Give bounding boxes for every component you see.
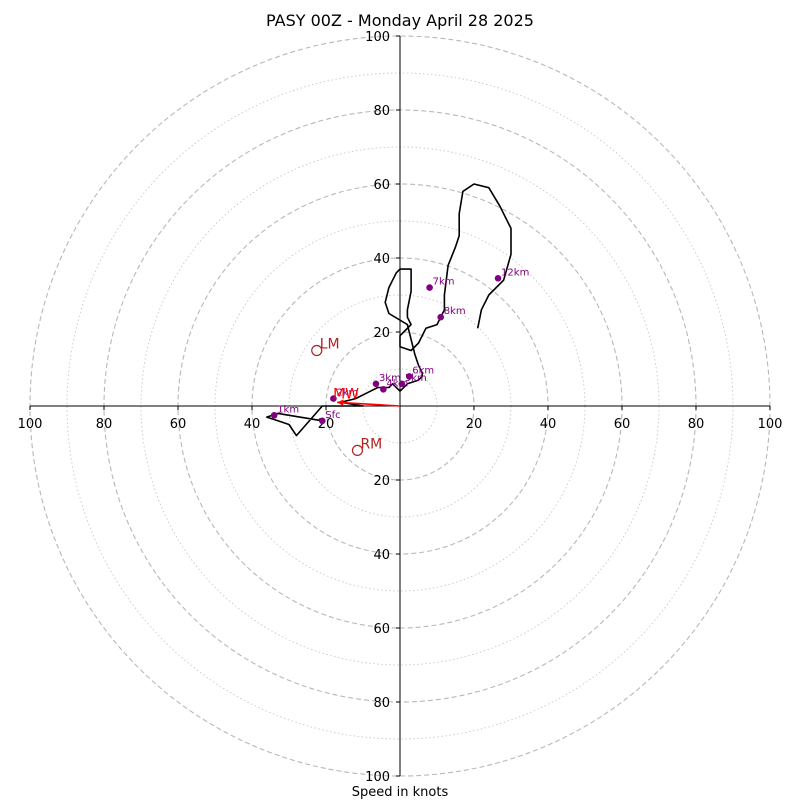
y-tick-label: 80	[373, 696, 390, 711]
x-tick-label: 20	[466, 417, 483, 432]
height-marker-label: Sfc	[325, 410, 340, 421]
tick-labels: 1001008080606040402020202040406060808010…	[18, 30, 783, 785]
storm-motion-marker	[351, 444, 364, 456]
x-tick-label: 80	[688, 417, 705, 432]
y-tick-label: 40	[373, 548, 390, 563]
height-marker-label: 12km	[501, 267, 529, 278]
height-marker-label: 5km	[405, 373, 427, 384]
x-tick-label: 60	[170, 417, 187, 432]
height-marker-point	[330, 395, 337, 402]
height-marker-label: 7km	[433, 277, 455, 288]
height-marker-label: 4km	[386, 378, 408, 389]
x-axis-label: Speed in knots	[352, 785, 449, 800]
height-marker-point	[494, 275, 502, 282]
storm-motion-label: LM	[320, 337, 340, 353]
y-tick-label: 20	[373, 474, 390, 489]
y-tick-label: 60	[373, 178, 390, 193]
storm-motion-label: RM	[360, 436, 382, 452]
height-marker-label: 3km	[379, 373, 401, 384]
y-tick-label: 20	[373, 326, 390, 341]
height-marker-label: 1km	[277, 404, 299, 415]
height-marker-point	[437, 313, 445, 321]
storm-motion-markers: LM RM MW	[311, 337, 401, 456]
height-marker-label: 2km	[336, 388, 358, 399]
x-tick-label: 40	[244, 417, 261, 432]
height-marker-point	[372, 380, 380, 388]
height-marker-point	[319, 417, 326, 425]
height-marker-point	[398, 380, 406, 388]
x-tick-label: 80	[96, 417, 113, 432]
x-tick-label: 100	[18, 417, 43, 432]
height-marker-point	[426, 284, 433, 291]
hodograph-trace	[266, 183, 512, 437]
mean-wind-vector	[337, 401, 401, 407]
chart-title: PASY 00Z - Monday April 28 2025	[266, 11, 534, 30]
y-tick-label: 100	[365, 770, 390, 785]
mean-wind-label: MW	[333, 386, 359, 402]
x-tick-label: 40	[540, 417, 557, 432]
height-marker-point	[270, 411, 278, 419]
x-tick-label: 100	[758, 417, 783, 432]
y-tick-label: 40	[373, 252, 390, 267]
height-marker-point	[405, 373, 413, 380]
x-tick-label: 60	[614, 417, 631, 432]
storm-motion-marker	[311, 344, 323, 357]
mean-wind-arrowhead	[337, 399, 344, 406]
height-marker-label: 6km	[412, 365, 434, 376]
y-tick-label: 100	[365, 30, 390, 45]
height-marker-label: 8km	[444, 306, 466, 317]
y-tick-label: 80	[373, 104, 390, 119]
height-marker-point	[380, 386, 387, 393]
hodograph-line	[266, 183, 512, 437]
y-tick-label: 60	[373, 622, 390, 637]
